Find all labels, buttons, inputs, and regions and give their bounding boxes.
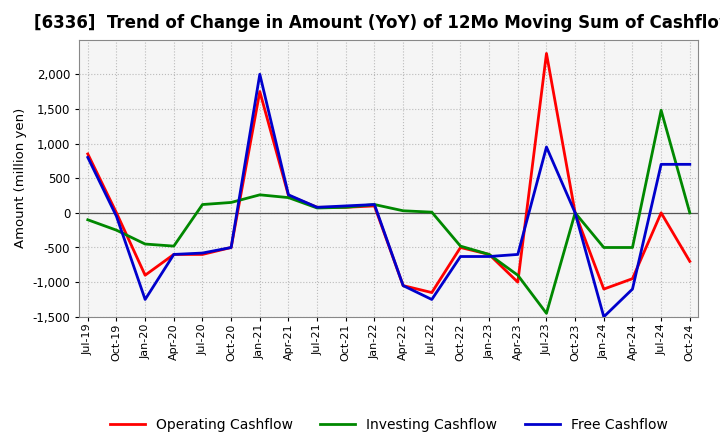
Free Cashflow — [542, 144, 551, 150]
Operating Cashflow — [256, 89, 264, 94]
Investing Cashflow — [312, 205, 321, 211]
Operating Cashflow — [370, 203, 379, 209]
Investing Cashflow — [628, 245, 636, 250]
Free Cashflow — [600, 314, 608, 319]
Operating Cashflow — [169, 252, 178, 257]
Investing Cashflow — [227, 200, 235, 205]
Operating Cashflow — [571, 210, 580, 216]
Investing Cashflow — [370, 202, 379, 207]
Operating Cashflow — [485, 252, 493, 257]
Operating Cashflow — [399, 283, 408, 288]
Free Cashflow — [312, 205, 321, 210]
Operating Cashflow — [600, 286, 608, 292]
Free Cashflow — [169, 252, 178, 257]
Investing Cashflow — [428, 209, 436, 215]
Operating Cashflow — [628, 276, 636, 281]
Investing Cashflow — [485, 252, 493, 257]
Operating Cashflow — [284, 193, 293, 198]
Free Cashflow — [456, 254, 465, 259]
Operating Cashflow — [227, 245, 235, 250]
Free Cashflow — [428, 297, 436, 302]
Legend: Operating Cashflow, Investing Cashflow, Free Cashflow: Operating Cashflow, Investing Cashflow, … — [104, 412, 673, 437]
Investing Cashflow — [198, 202, 207, 207]
Free Cashflow — [141, 297, 150, 302]
Free Cashflow — [685, 161, 694, 167]
Line: Free Cashflow: Free Cashflow — [88, 74, 690, 317]
Free Cashflow — [256, 72, 264, 77]
Investing Cashflow — [600, 245, 608, 250]
Free Cashflow — [485, 254, 493, 259]
Line: Investing Cashflow: Investing Cashflow — [88, 110, 690, 313]
Investing Cashflow — [513, 272, 522, 278]
Free Cashflow — [84, 155, 92, 160]
Investing Cashflow — [685, 210, 694, 216]
Investing Cashflow — [256, 192, 264, 198]
Operating Cashflow — [84, 151, 92, 157]
Free Cashflow — [657, 161, 665, 167]
Free Cashflow — [198, 250, 207, 256]
Free Cashflow — [341, 203, 350, 209]
Operating Cashflow — [112, 210, 121, 216]
Operating Cashflow — [657, 210, 665, 216]
Investing Cashflow — [112, 227, 121, 233]
Operating Cashflow — [685, 259, 694, 264]
Investing Cashflow — [542, 311, 551, 316]
Y-axis label: Amount (million yen): Amount (million yen) — [14, 108, 27, 248]
Operating Cashflow — [341, 205, 350, 210]
Operating Cashflow — [141, 272, 150, 278]
Operating Cashflow — [428, 290, 436, 295]
Line: Operating Cashflow: Operating Cashflow — [88, 53, 690, 293]
Investing Cashflow — [169, 243, 178, 249]
Free Cashflow — [284, 192, 293, 198]
Investing Cashflow — [341, 205, 350, 210]
Operating Cashflow — [198, 252, 207, 257]
Investing Cashflow — [399, 208, 408, 213]
Investing Cashflow — [141, 242, 150, 247]
Investing Cashflow — [84, 217, 92, 222]
Free Cashflow — [399, 283, 408, 288]
Operating Cashflow — [456, 245, 465, 250]
Free Cashflow — [628, 286, 636, 292]
Free Cashflow — [227, 245, 235, 250]
Free Cashflow — [370, 202, 379, 207]
Investing Cashflow — [657, 108, 665, 113]
Free Cashflow — [513, 252, 522, 257]
Operating Cashflow — [312, 205, 321, 210]
Operating Cashflow — [513, 279, 522, 285]
Investing Cashflow — [571, 210, 580, 216]
Operating Cashflow — [542, 51, 551, 56]
Title: [6336]  Trend of Change in Amount (YoY) of 12Mo Moving Sum of Cashflows: [6336] Trend of Change in Amount (YoY) o… — [34, 15, 720, 33]
Investing Cashflow — [456, 243, 465, 249]
Free Cashflow — [571, 210, 580, 216]
Investing Cashflow — [284, 195, 293, 200]
Free Cashflow — [112, 214, 121, 219]
